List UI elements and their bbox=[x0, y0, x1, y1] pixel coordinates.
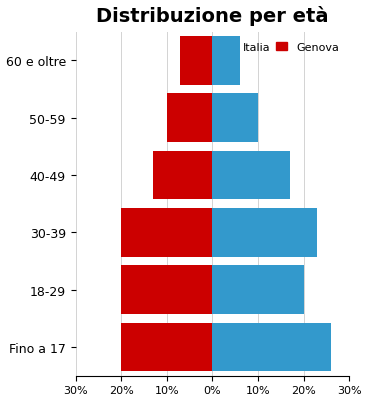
Bar bbox=[181, 37, 212, 85]
Bar bbox=[212, 266, 304, 314]
Bar bbox=[121, 323, 212, 371]
Bar bbox=[153, 151, 212, 200]
Bar bbox=[212, 37, 240, 85]
Bar bbox=[212, 94, 258, 143]
Bar bbox=[121, 209, 212, 257]
Bar bbox=[167, 94, 212, 143]
Bar bbox=[212, 323, 331, 371]
Bar bbox=[121, 266, 212, 314]
Title: Distribuzione per età: Distribuzione per età bbox=[96, 6, 328, 26]
Bar bbox=[212, 209, 317, 257]
Legend: Italia, Genova: Italia, Genova bbox=[219, 38, 344, 57]
Bar bbox=[212, 151, 290, 200]
